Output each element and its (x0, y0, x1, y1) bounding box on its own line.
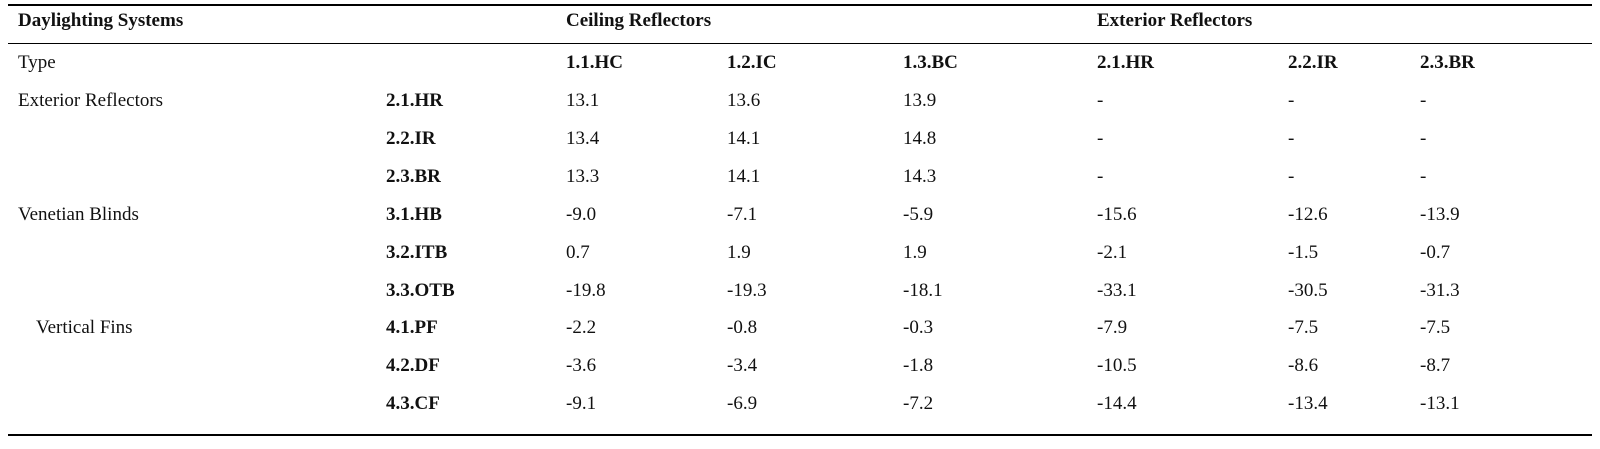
table-cell: 14.8 (903, 128, 937, 149)
table-cell: -7.9 (1097, 317, 1128, 338)
table-cell: -19.8 (566, 280, 606, 301)
table-cell: -9.0 (566, 204, 597, 225)
table-cell: - (1420, 128, 1427, 149)
table-cell: 14.3 (903, 166, 937, 187)
table-cell: -1.5 (1288, 242, 1319, 263)
header-ceiling-reflectors: Ceiling Reflectors (566, 10, 712, 31)
row-code: 4.2.DF (386, 355, 440, 376)
table-cell: - (1097, 166, 1104, 187)
table-cell: -10.5 (1097, 355, 1137, 376)
table-cell: -3.4 (727, 355, 758, 376)
row-group-label: Exterior Reflectors (18, 90, 164, 111)
table-cell: -7.5 (1420, 317, 1451, 338)
table-cell: -12.6 (1288, 204, 1328, 225)
table-cell: - (1288, 90, 1295, 111)
table-cell: 0.7 (566, 242, 590, 263)
table-cell: -1.8 (903, 355, 934, 376)
type-column-1-3-bc: 1.3.BC (903, 52, 958, 73)
table-cell: -0.8 (727, 317, 758, 338)
table-cell: -7.5 (1288, 317, 1319, 338)
table-cell: - (1420, 166, 1427, 187)
header-exterior-reflectors: Exterior Reflectors (1097, 10, 1253, 31)
row-group-label: Venetian Blinds (18, 204, 139, 225)
table-cell: 13.4 (566, 128, 600, 149)
table-cell: 13.1 (566, 90, 600, 111)
table-cell: -18.1 (903, 280, 943, 301)
header-rule (8, 43, 1592, 44)
type-column-2-1-hr: 2.1.HR (1097, 52, 1154, 73)
table-cell: -3.6 (566, 355, 597, 376)
table-cell: -14.4 (1097, 393, 1137, 414)
table-cell: -15.6 (1097, 204, 1137, 225)
table-cell: -8.7 (1420, 355, 1451, 376)
table-cell: -8.6 (1288, 355, 1319, 376)
table-cell: 13.9 (903, 90, 937, 111)
table-cell: -33.1 (1097, 280, 1137, 301)
type-column-1-1-hc: 1.1.HC (566, 52, 623, 73)
table-cell: -13.4 (1288, 393, 1328, 414)
type-label: Type (18, 52, 56, 73)
row-code: 2.1.HR (386, 90, 443, 111)
bottom-rule (8, 434, 1592, 436)
table-cell: - (1420, 90, 1427, 111)
table-cell: -19.3 (727, 280, 767, 301)
table-cell: -5.9 (903, 204, 934, 225)
row-code: 3.2.ITB (386, 242, 448, 263)
table-cell: - (1097, 90, 1104, 111)
table-cell: 14.1 (727, 166, 761, 187)
table-cell: -9.1 (566, 393, 597, 414)
table-cell: -7.2 (903, 393, 934, 414)
table-cell: -13.9 (1420, 204, 1460, 225)
type-column-1-2-ic: 1.2.IC (727, 52, 777, 73)
row-code: 3.3.OTB (386, 280, 455, 301)
table-cell: - (1288, 128, 1295, 149)
row-code: 2.3.BR (386, 166, 441, 187)
type-column-2-2-ir: 2.2.IR (1288, 52, 1338, 73)
row-group-label: Vertical Fins (36, 317, 133, 338)
table-cell: -0.7 (1420, 242, 1451, 263)
table-cell: -2.1 (1097, 242, 1128, 263)
row-code: 2.2.IR (386, 128, 436, 149)
table-cell: -30.5 (1288, 280, 1328, 301)
table-cell: -2.2 (566, 317, 597, 338)
table-cell: - (1288, 166, 1295, 187)
table-cell: - (1097, 128, 1104, 149)
top-rule (8, 4, 1592, 6)
table-cell: 13.6 (727, 90, 761, 111)
table-cell: -13.1 (1420, 393, 1460, 414)
table-cell: -7.1 (727, 204, 758, 225)
table-cell: -31.3 (1420, 280, 1460, 301)
row-code: 4.1.PF (386, 317, 438, 338)
table-cell: -0.3 (903, 317, 934, 338)
table-cell: 13.3 (566, 166, 600, 187)
table-cell: 1.9 (727, 242, 751, 263)
header-daylighting-systems: Daylighting Systems (18, 10, 184, 31)
row-code: 4.3.CF (386, 393, 440, 414)
type-column-2-3-br: 2.3.BR (1420, 52, 1475, 73)
table-cell: 14.1 (727, 128, 761, 149)
table-cell: 1.9 (903, 242, 927, 263)
table-cell: -6.9 (727, 393, 758, 414)
row-code: 3.1.HB (386, 204, 442, 225)
